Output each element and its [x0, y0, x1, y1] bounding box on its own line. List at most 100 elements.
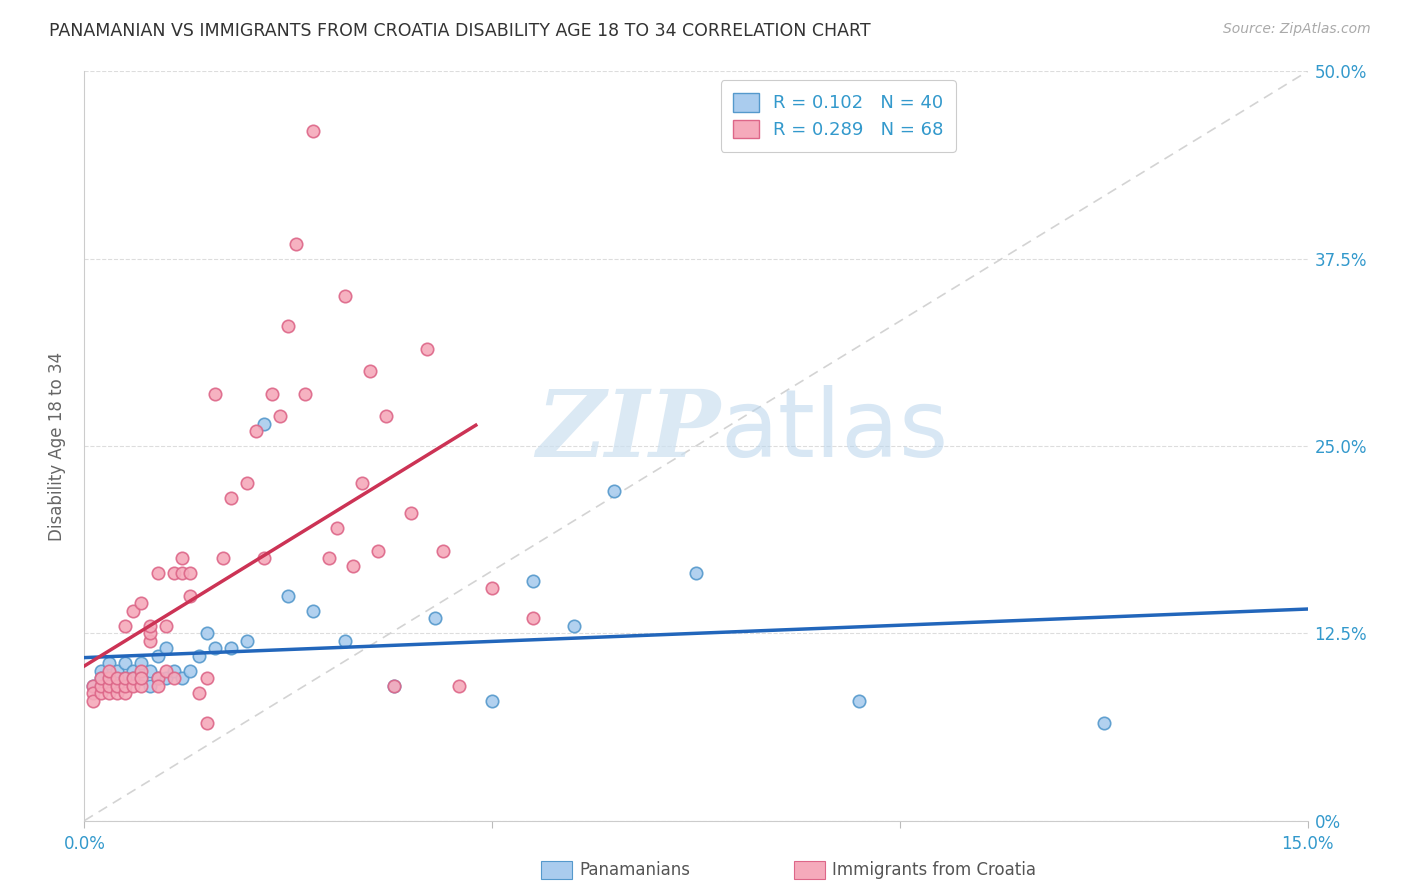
Legend: R = 0.102   N = 40, R = 0.289   N = 68: R = 0.102 N = 40, R = 0.289 N = 68 — [721, 80, 956, 152]
Point — [105, 686, 128, 700]
Point — [131, 671, 153, 685]
Point — [146, 671, 169, 685]
Point — [219, 491, 242, 506]
Point — [131, 657, 153, 671]
Point — [318, 551, 340, 566]
Point — [82, 694, 104, 708]
Point — [82, 679, 104, 693]
Point — [603, 483, 626, 498]
Point — [114, 686, 136, 700]
Point — [122, 679, 145, 693]
Point — [138, 679, 160, 693]
Point — [179, 589, 201, 603]
Y-axis label: Disability Age 18 to 34: Disability Age 18 to 34 — [48, 351, 66, 541]
Point — [253, 551, 276, 566]
Point — [423, 611, 446, 625]
Point — [90, 679, 112, 693]
Text: atlas: atlas — [720, 385, 949, 477]
Point — [367, 544, 389, 558]
Point — [155, 619, 177, 633]
Point — [155, 671, 177, 685]
Point — [342, 558, 364, 573]
Point — [155, 641, 177, 656]
Point — [236, 633, 259, 648]
Point — [245, 424, 267, 438]
Point — [301, 124, 323, 138]
Point — [105, 679, 128, 693]
Point — [122, 671, 145, 685]
Point — [172, 551, 194, 566]
Point — [105, 679, 128, 693]
Point — [114, 671, 136, 685]
Point — [172, 566, 194, 581]
Point — [114, 619, 136, 633]
Point — [416, 342, 439, 356]
Point — [481, 694, 503, 708]
Point — [195, 671, 218, 685]
Point — [138, 664, 160, 678]
Point — [449, 679, 471, 693]
Text: PANAMANIAN VS IMMIGRANTS FROM CROATIA DISABILITY AGE 18 TO 34 CORRELATION CHART: PANAMANIAN VS IMMIGRANTS FROM CROATIA DI… — [49, 22, 870, 40]
Point — [97, 671, 120, 685]
Point — [122, 671, 145, 685]
Point — [90, 686, 112, 700]
Point — [481, 582, 503, 596]
Point — [236, 476, 259, 491]
Point — [335, 289, 357, 303]
Point — [146, 671, 169, 685]
Point — [97, 686, 120, 700]
Point — [326, 521, 349, 535]
Point — [90, 671, 112, 685]
Point — [301, 604, 323, 618]
Point — [522, 611, 544, 625]
Point — [432, 544, 454, 558]
Point — [114, 671, 136, 685]
Point — [90, 671, 112, 685]
Point — [97, 679, 120, 693]
Text: Immigrants from Croatia: Immigrants from Croatia — [832, 861, 1036, 879]
Point — [359, 364, 381, 378]
Point — [82, 686, 104, 700]
Point — [212, 551, 235, 566]
Point — [138, 619, 160, 633]
Point — [350, 476, 373, 491]
Point — [82, 679, 104, 693]
Point — [97, 657, 120, 671]
Point — [122, 604, 145, 618]
Text: Source: ZipAtlas.com: Source: ZipAtlas.com — [1223, 22, 1371, 37]
Point — [155, 664, 177, 678]
Point — [195, 626, 218, 640]
Text: ZIP: ZIP — [536, 386, 720, 476]
Point — [294, 386, 316, 401]
Point — [146, 566, 169, 581]
Point — [285, 236, 308, 251]
Point — [382, 679, 405, 693]
Point — [1092, 716, 1115, 731]
Point — [848, 694, 870, 708]
Point — [105, 671, 128, 685]
Point — [269, 409, 291, 423]
Point — [195, 716, 218, 731]
Point — [114, 657, 136, 671]
Point — [260, 386, 283, 401]
Text: Panamanians: Panamanians — [579, 861, 690, 879]
Point — [97, 664, 120, 678]
Point — [131, 664, 153, 678]
Point — [204, 641, 226, 656]
Point — [187, 648, 209, 663]
Point — [179, 566, 201, 581]
Point — [122, 664, 145, 678]
Point — [138, 633, 160, 648]
Point — [163, 671, 186, 685]
Point — [277, 319, 299, 334]
Point — [172, 671, 194, 685]
Point — [522, 574, 544, 588]
Point — [179, 664, 201, 678]
Point — [277, 589, 299, 603]
Point — [163, 566, 186, 581]
Point — [204, 386, 226, 401]
Point — [163, 664, 186, 678]
Point — [114, 679, 136, 693]
Point — [562, 619, 585, 633]
Point — [131, 596, 153, 610]
